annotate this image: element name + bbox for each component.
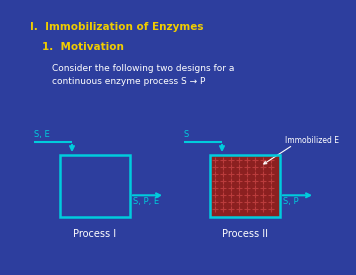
Text: Immobilized E: Immobilized E [285,136,339,145]
Text: Process I: Process I [73,229,116,239]
Text: 1.  Motivation: 1. Motivation [42,42,124,52]
Text: S, P: S, P [283,197,299,206]
Bar [210,155,280,217]
Bar [60,155,130,217]
Text: Process II: Process II [222,229,268,239]
Text: S, E: S, E [34,130,50,139]
Text: I.  Immobilization of Enzymes: I. Immobilization of Enzymes [30,22,204,32]
Text: S, P, E: S, P, E [133,197,159,206]
Text: Consider the following two designs for a
continuous enzyme process S → P: Consider the following two designs for a… [52,64,234,86]
Bar [210,155,280,217]
Text: S: S [184,130,189,139]
